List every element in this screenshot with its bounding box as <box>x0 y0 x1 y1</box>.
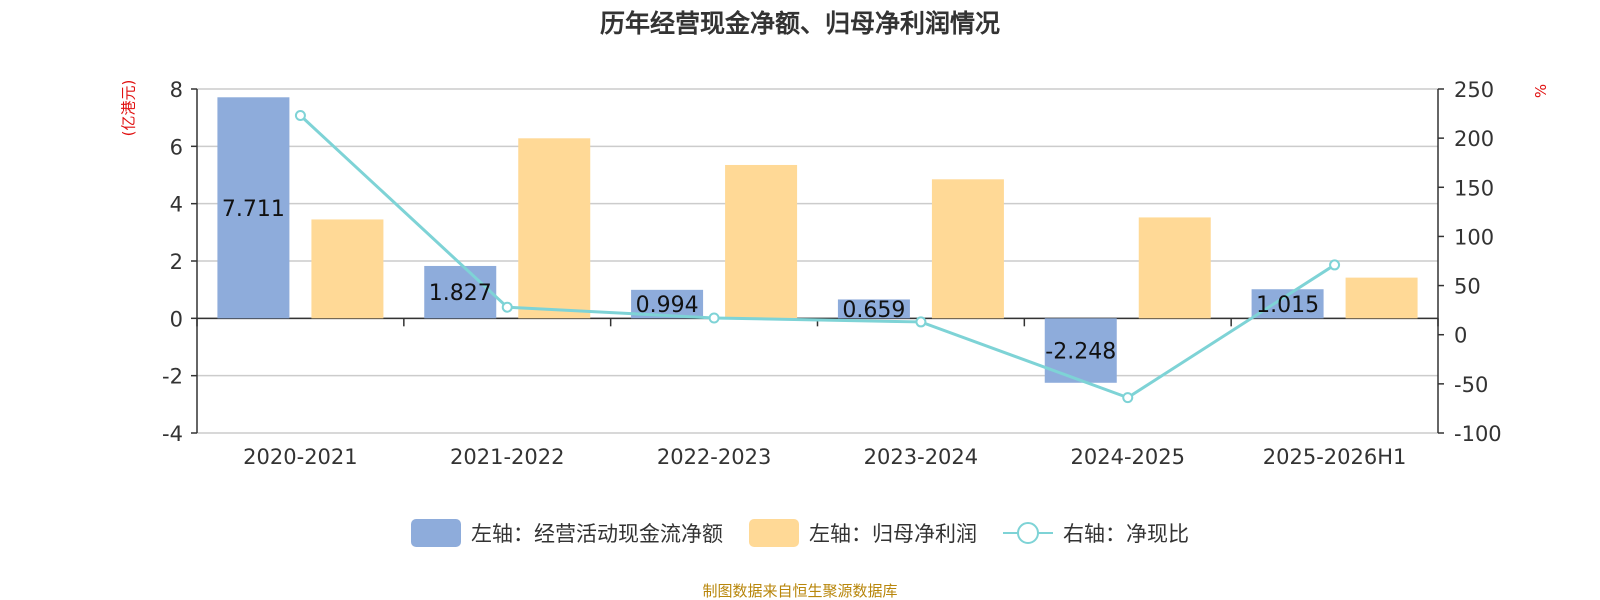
line-ratio-point <box>1122 392 1134 404</box>
right-axis-tick-label: 200 <box>1454 127 1494 151</box>
category-label: 2025-2026H1 <box>1263 445 1407 469</box>
left-axis-tick-label: -4 <box>162 422 183 446</box>
bar-net-profit <box>311 219 384 319</box>
category-label: 2021-2022 <box>450 445 564 469</box>
bar-net-profit <box>931 179 1004 319</box>
line-ratio-point <box>915 316 927 328</box>
category-label: 2023-2024 <box>864 445 978 469</box>
category-label: 2022-2023 <box>657 445 771 469</box>
line-ratio-point <box>501 301 513 313</box>
legend-label-operating-cash: 左轴：经营活动现金流净额 <box>471 522 723 546</box>
legend-item-net-profit[interactable]: 左轴：归母净利润 <box>749 518 977 548</box>
right-axis-tick-label: 0 <box>1454 324 1467 348</box>
data-label-operating-cash: 1.015 <box>1256 293 1319 318</box>
legend-swatch-net-profit <box>749 519 799 547</box>
bar-net-profit <box>725 164 798 319</box>
bar-net-profit <box>518 138 591 319</box>
right-axis-tick-label: 100 <box>1454 225 1494 249</box>
right-axis-tick-label: -100 <box>1454 422 1502 446</box>
legend-swatch-ratio <box>1003 519 1053 547</box>
legend-item-operating-cash[interactable]: 左轴：经营活动现金流净额 <box>411 518 723 548</box>
chart-legend: 左轴：经营活动现金流净额 左轴：归母净利润 右轴：净现比 <box>0 518 1600 548</box>
right-axis-tick-label: 50 <box>1454 275 1481 299</box>
data-label-operating-cash: 7.711 <box>222 197 285 222</box>
right-axis-tick-label: 250 <box>1454 78 1494 102</box>
left-axis-tick-label: -2 <box>162 365 183 389</box>
left-axis-tick-label: 6 <box>170 135 183 159</box>
line-ratio-point <box>1329 259 1341 271</box>
right-axis-tick-label: -50 <box>1454 373 1488 397</box>
data-label-operating-cash: 0.659 <box>842 298 905 323</box>
left-axis-tick-label: 2 <box>170 250 183 274</box>
bar-operating-cash <box>217 97 290 319</box>
category-label: 2020-2021 <box>243 445 357 469</box>
category-label: 2024-2025 <box>1071 445 1185 469</box>
left-axis-tick-label: 8 <box>170 78 183 102</box>
bar-operating-cash <box>424 265 497 319</box>
data-label-operating-cash: -2.248 <box>1045 340 1116 365</box>
legend-label-net-profit: 左轴：归母净利润 <box>809 522 977 546</box>
bar-net-profit <box>1138 217 1211 319</box>
left-axis-tick-label: 4 <box>170 193 183 217</box>
line-ratio <box>299 114 1336 400</box>
data-label-operating-cash: 1.827 <box>429 281 492 306</box>
legend-item-ratio[interactable]: 右轴：净现比 <box>1003 518 1189 548</box>
bar-net-profit <box>1345 277 1418 319</box>
data-label-operating-cash: 0.994 <box>636 293 699 318</box>
line-ratio-point <box>708 312 720 324</box>
right-axis-tick-label: 150 <box>1454 176 1494 200</box>
legend-swatch-operating-cash <box>411 519 461 547</box>
line-ratio-point <box>294 110 306 122</box>
left-axis-tick-label: 0 <box>170 307 183 331</box>
data-source-note: 制图数据来自恒生聚源数据库 <box>702 582 898 600</box>
legend-label-ratio: 右轴：净现比 <box>1063 522 1189 546</box>
bar-operating-cash <box>837 299 910 319</box>
chart-title: 历年经营现金净额、归母净利润情况 <box>599 9 1000 38</box>
